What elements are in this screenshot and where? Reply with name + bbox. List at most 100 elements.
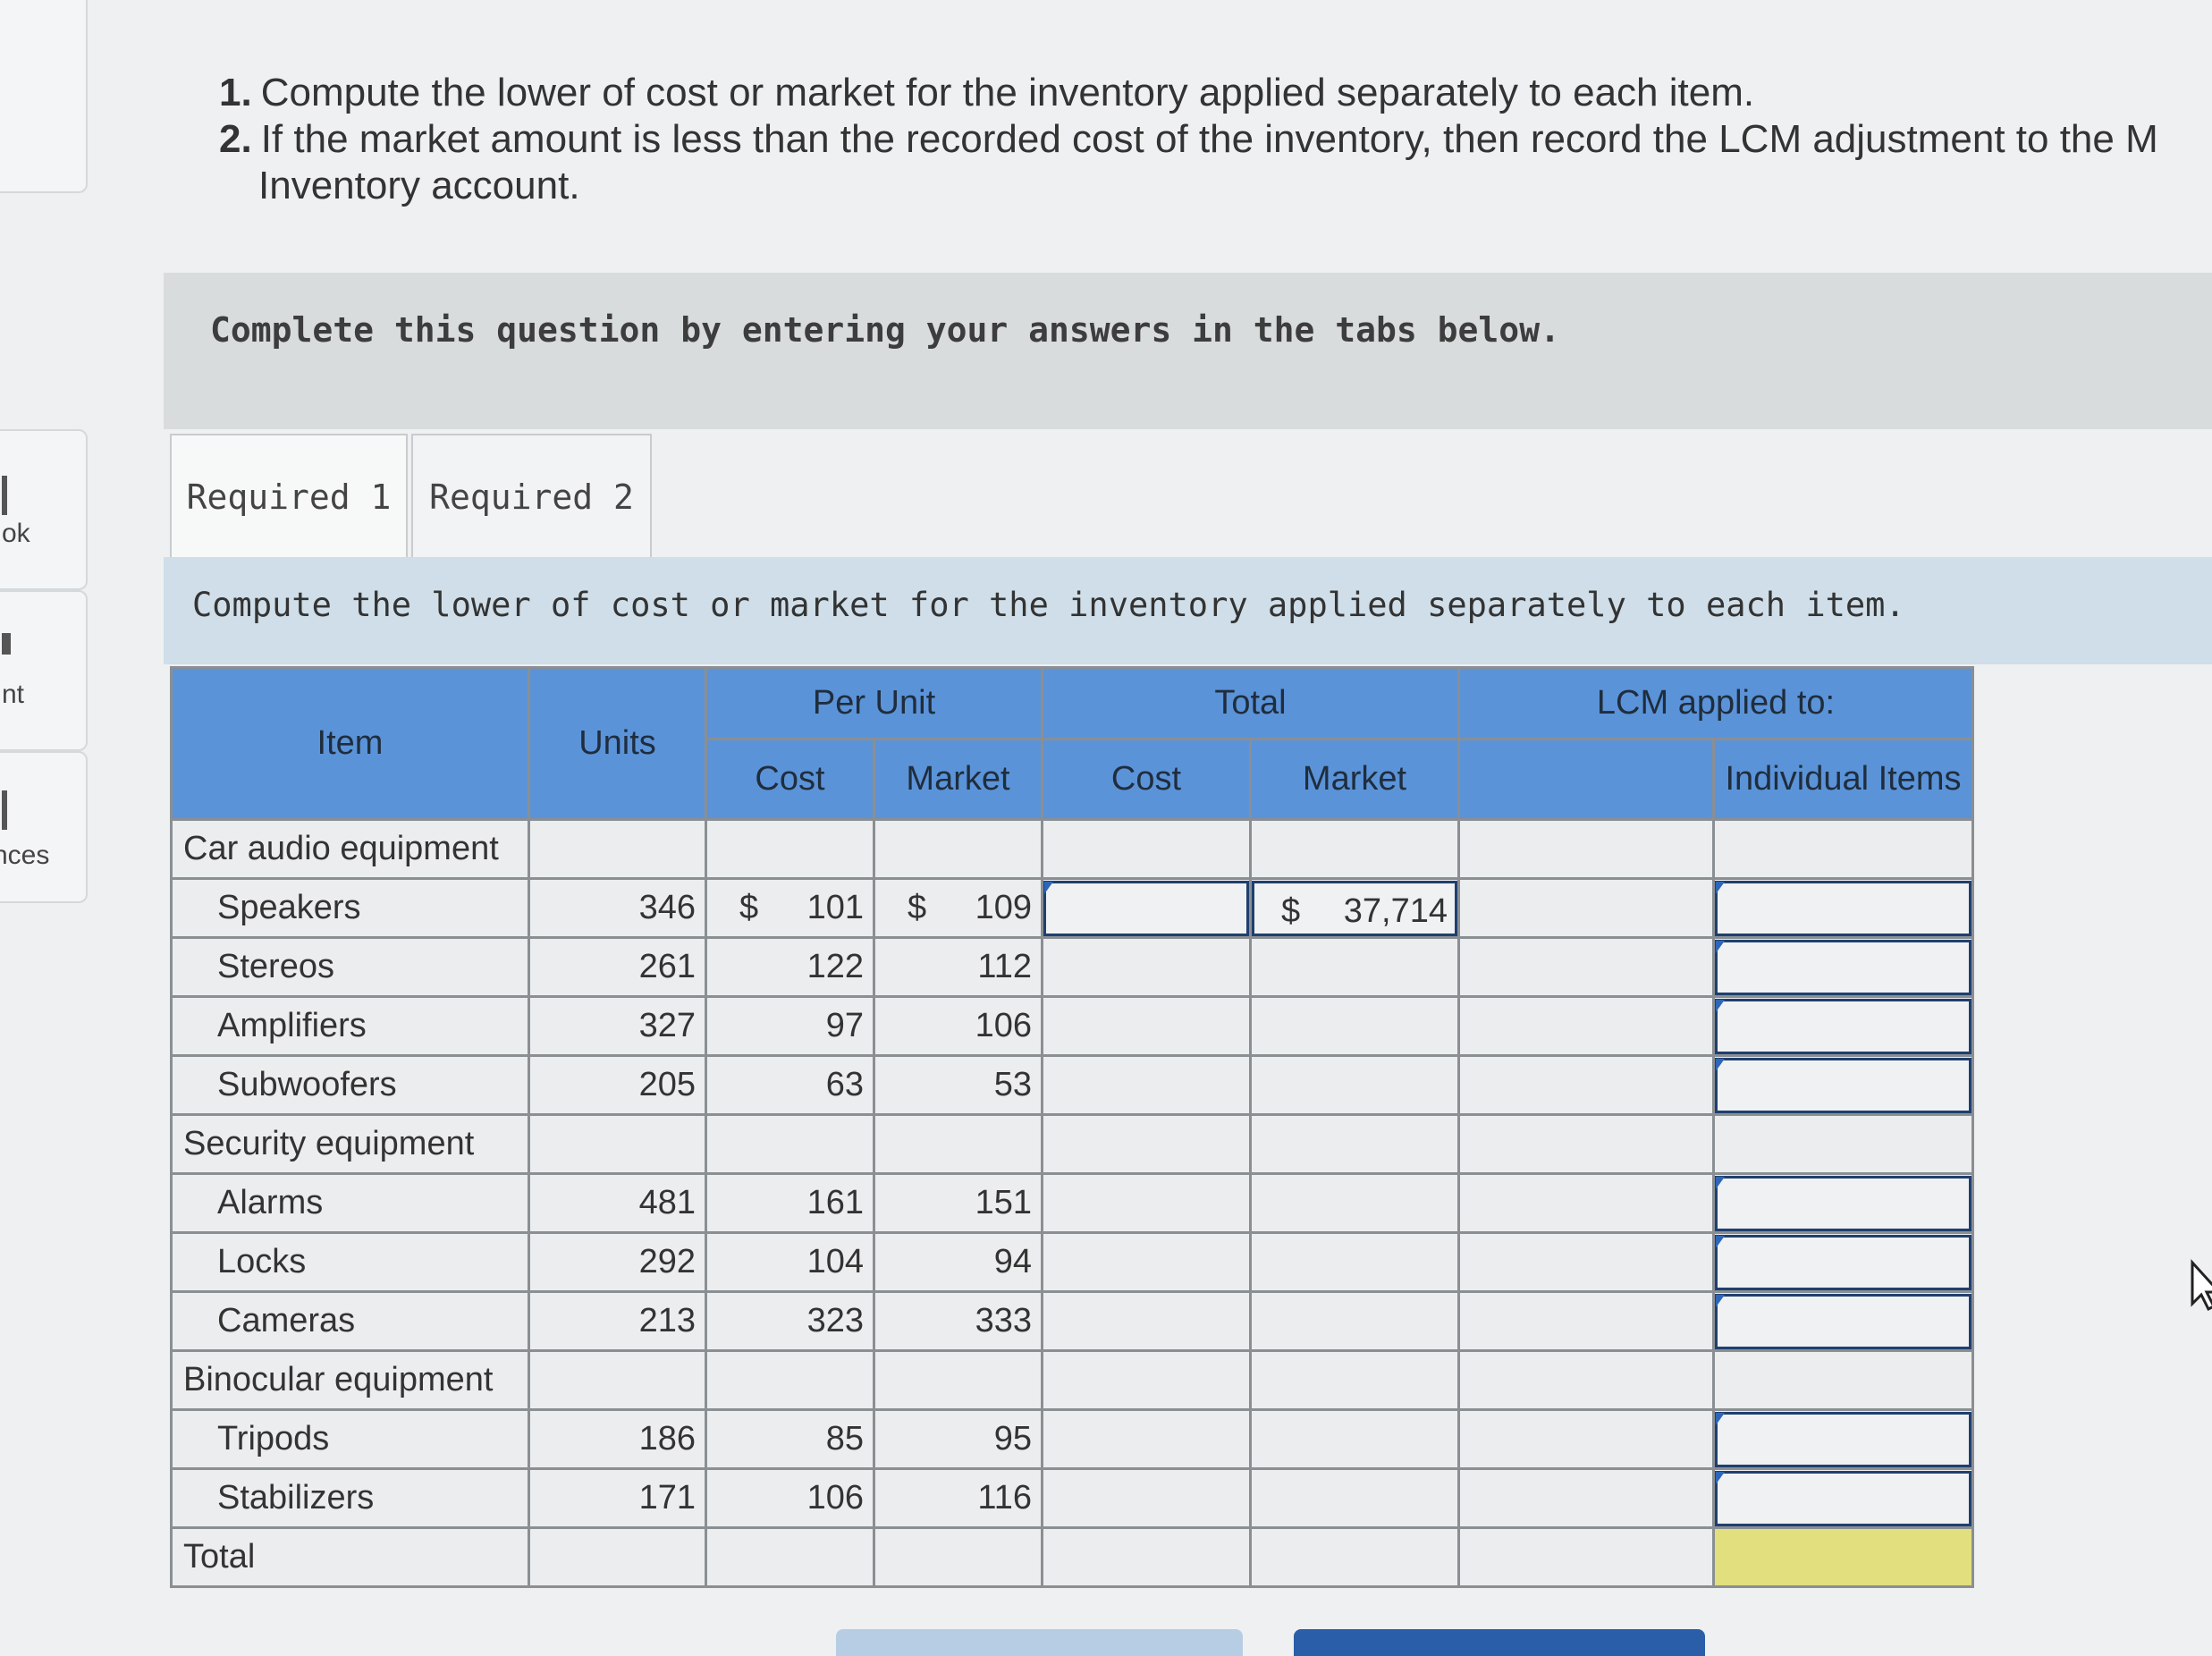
mouse-cursor-icon bbox=[2189, 1259, 2212, 1324]
currency-sign: $ bbox=[739, 889, 759, 926]
unit-cost-value: 63 bbox=[705, 1054, 875, 1116]
left-nav-label-references: nces bbox=[0, 841, 50, 870]
units-value: 205 bbox=[528, 1054, 707, 1116]
lcm-input-cameras[interactable] bbox=[1715, 1293, 1971, 1349]
total-cost-cell[interactable] bbox=[1041, 1408, 1252, 1470]
units-value: 292 bbox=[528, 1231, 707, 1293]
total-cost-cell[interactable] bbox=[1041, 995, 1252, 1057]
prev-button[interactable] bbox=[836, 1629, 1243, 1656]
table-row-speakers: Speakers 346 $101 $109 $37,714 bbox=[170, 877, 1974, 939]
instruction-2: 2. If the market amount is less than the … bbox=[219, 116, 2158, 163]
lcm-input-stereos[interactable] bbox=[1715, 939, 1971, 995]
unit-market-value: 95 bbox=[873, 1408, 1043, 1470]
tab-required-1[interactable]: Required 1 bbox=[170, 434, 408, 559]
total-label: Total bbox=[170, 1526, 530, 1588]
total-market-cell[interactable] bbox=[1249, 936, 1460, 998]
left-nav-card-print[interactable]: nt bbox=[0, 590, 88, 751]
lcm-individual-cell bbox=[1712, 1290, 1974, 1352]
total-market-cell[interactable] bbox=[1249, 1467, 1460, 1529]
lcm-individual-cell bbox=[1712, 1054, 1974, 1116]
units-value: 171 bbox=[528, 1467, 707, 1529]
left-nav-card-references[interactable]: nces bbox=[0, 751, 88, 903]
group-row-binocular: Binocular equipment bbox=[170, 1349, 1974, 1411]
group-label-car: Car audio equipment bbox=[170, 818, 530, 880]
lcm-input-alarms[interactable] bbox=[1715, 1175, 1971, 1231]
lcm-individual-cell bbox=[1712, 1467, 1974, 1529]
total-cost-cell[interactable] bbox=[1041, 1231, 1252, 1293]
total-cost-cell bbox=[1041, 877, 1252, 939]
lcm-individual-cell bbox=[1712, 1172, 1974, 1234]
instruction-2-continuation: Inventory account. bbox=[258, 164, 580, 207]
unit-cost-value: 104 bbox=[705, 1231, 875, 1293]
total-cost-sum bbox=[1041, 1526, 1252, 1588]
lcm-individual-cell bbox=[1712, 1231, 1974, 1293]
total-market-cell[interactable] bbox=[1249, 1290, 1460, 1352]
next-button[interactable] bbox=[1294, 1629, 1705, 1656]
table-row-subwoofers: Subwoofers 205 63 53 bbox=[170, 1054, 1974, 1116]
total-cost-cell[interactable] bbox=[1041, 936, 1252, 998]
total-cost-cell[interactable] bbox=[1041, 1467, 1252, 1529]
left-nav-card-ebook[interactable]: ok bbox=[0, 429, 88, 590]
tab-required-2[interactable]: Required 2 bbox=[411, 434, 652, 559]
units-value: 481 bbox=[528, 1172, 707, 1234]
lcm-input-stabilizers[interactable] bbox=[1715, 1470, 1971, 1526]
lcm-blank-cell bbox=[1457, 995, 1715, 1057]
lcm-total-cell[interactable] bbox=[1712, 1526, 1974, 1588]
total-market-cell[interactable] bbox=[1249, 1172, 1460, 1234]
table-row-stereos: Stereos 261 122 112 bbox=[170, 936, 1974, 998]
left-nav-card-top[interactable] bbox=[0, 0, 88, 193]
left-nav-label-print: nt bbox=[2, 680, 25, 709]
unit-market-value: 116 bbox=[873, 1467, 1043, 1529]
total-market-value: 37,714 bbox=[1343, 891, 1448, 930]
instruction-2-number: 2. bbox=[219, 117, 252, 161]
total-market-cell[interactable] bbox=[1249, 1408, 1460, 1470]
references-icon bbox=[2, 790, 7, 830]
header-total-cost: Cost bbox=[1041, 738, 1252, 821]
header-total-market: Market bbox=[1249, 738, 1460, 821]
item-name: Speakers bbox=[170, 877, 530, 939]
unit-market-value: $109 bbox=[873, 877, 1043, 939]
group-row-security: Security equipment bbox=[170, 1113, 1974, 1175]
header-lcm-applied: LCM applied to: bbox=[1457, 666, 1974, 740]
total-market-input-speakers[interactable]: $37,714 bbox=[1252, 880, 1457, 936]
lcm-blank-cell bbox=[1457, 877, 1715, 939]
unit-market-value: 53 bbox=[873, 1054, 1043, 1116]
units-value: 327 bbox=[528, 995, 707, 1057]
lcm-individual-cell bbox=[1712, 995, 1974, 1057]
header-item: Item bbox=[170, 666, 530, 821]
left-nav: ok nt nces bbox=[0, 0, 88, 903]
total-cost-input-speakers[interactable] bbox=[1043, 880, 1249, 936]
total-market-cell[interactable] bbox=[1249, 995, 1460, 1057]
book-icon bbox=[2, 476, 7, 515]
lcm-input-locks[interactable] bbox=[1715, 1234, 1971, 1290]
header-individual-items: Individual Items bbox=[1712, 738, 1974, 821]
instructions: 1. Compute the lower of cost or market fo… bbox=[219, 70, 2158, 209]
lcm-individual-cell bbox=[1712, 1408, 1974, 1470]
total-market-cell[interactable] bbox=[1249, 1054, 1460, 1116]
lcm-input-tripods[interactable] bbox=[1715, 1411, 1971, 1467]
lcm-input-speakers[interactable] bbox=[1715, 880, 1971, 936]
header-total: Total bbox=[1041, 666, 1460, 740]
lcm-individual-cell bbox=[1712, 877, 1974, 939]
table-row-cameras: Cameras 213 323 333 bbox=[170, 1290, 1974, 1352]
total-cost-cell[interactable] bbox=[1041, 1290, 1252, 1352]
total-cost-cell[interactable] bbox=[1041, 1172, 1252, 1234]
unit-market-value: 333 bbox=[873, 1290, 1043, 1352]
total-cost-cell[interactable] bbox=[1041, 1054, 1252, 1116]
table-row-tripods: Tripods 186 85 95 bbox=[170, 1408, 1974, 1470]
table-row-locks: Locks 292 104 94 bbox=[170, 1231, 1974, 1293]
item-name: Tripods bbox=[170, 1408, 530, 1470]
total-market-cell[interactable] bbox=[1249, 1231, 1460, 1293]
group-row-car: Car audio equipment bbox=[170, 818, 1974, 880]
lcm-blank-cell bbox=[1457, 1290, 1715, 1352]
table-row-amplifiers: Amplifiers 327 97 106 bbox=[170, 995, 1974, 1057]
lcm-blank-cell bbox=[1457, 1467, 1715, 1529]
unit-market-value: 106 bbox=[873, 995, 1043, 1057]
lcm-blank-cell bbox=[1457, 1408, 1715, 1470]
print-icon bbox=[2, 633, 11, 655]
header-unit-market: Market bbox=[873, 738, 1043, 821]
lcm-input-amplifiers[interactable] bbox=[1715, 998, 1971, 1054]
item-name: Cameras bbox=[170, 1290, 530, 1352]
unit-market-value: 151 bbox=[873, 1172, 1043, 1234]
lcm-input-subwoofers[interactable] bbox=[1715, 1057, 1971, 1113]
